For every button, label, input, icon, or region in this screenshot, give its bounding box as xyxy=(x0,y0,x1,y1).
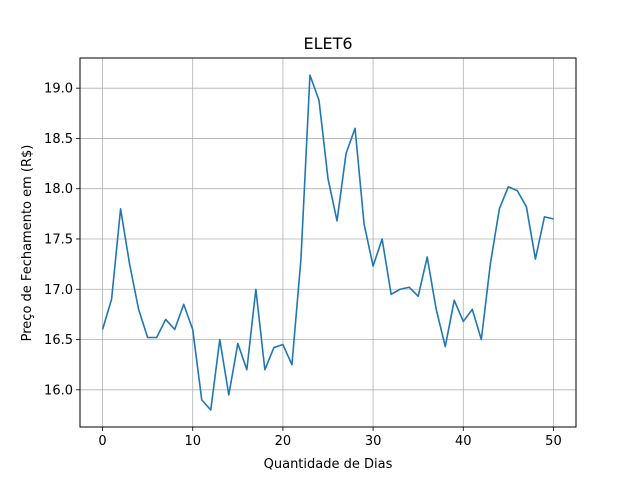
plot-frame xyxy=(79,57,577,428)
grid-lines xyxy=(80,58,576,427)
y-tick-label: 17.0 xyxy=(44,283,73,298)
y-tick-label: 18.5 xyxy=(44,132,73,147)
y-axis-ticks: 16.0 16.5 17.0 17.5 18.0 18.5 19.0 xyxy=(44,82,80,398)
y-axis-label: Preço de Fechamento em (R$) xyxy=(20,145,35,342)
price-line-series xyxy=(101,74,554,411)
x-tick-label: 20 xyxy=(275,434,292,449)
x-tick-label: 10 xyxy=(184,434,201,449)
y-tick-label: 16.5 xyxy=(44,333,73,348)
y-tick-label: 19.0 xyxy=(44,82,73,97)
x-axis-label: Quantidade de Dias xyxy=(264,457,393,472)
chart-title: ELET6 xyxy=(303,34,352,53)
y-tick-label: 18.0 xyxy=(44,182,73,197)
y-tick-label: 17.5 xyxy=(44,232,73,247)
x-tick-label: 50 xyxy=(545,434,562,449)
series-group xyxy=(101,74,554,411)
x-tick-label: 0 xyxy=(98,434,106,449)
y-tick-label: 16.0 xyxy=(44,383,73,398)
x-tick-label: 30 xyxy=(365,434,382,449)
x-axis-ticks: 0 10 20 30 40 50 xyxy=(98,427,562,449)
x-tick-label: 40 xyxy=(455,434,472,449)
